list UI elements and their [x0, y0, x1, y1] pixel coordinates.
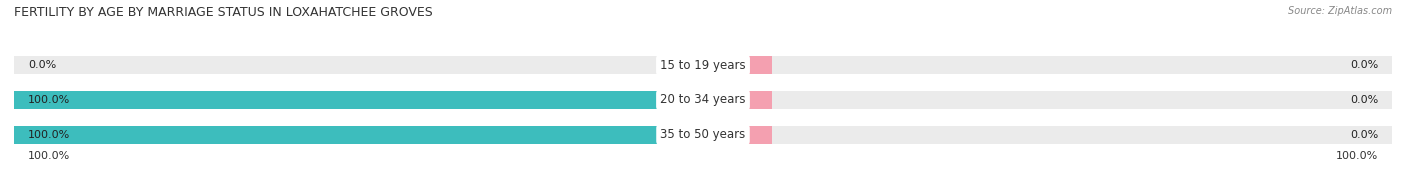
Text: 100.0%: 100.0% [28, 130, 70, 140]
Bar [669, 56, 703, 74]
Text: 0.0%: 0.0% [1350, 60, 1378, 70]
Text: 0.0%: 0.0% [1350, 130, 1378, 140]
Text: 35 to 50 years: 35 to 50 years [661, 128, 745, 141]
Bar [14, 91, 703, 109]
Bar [703, 56, 772, 74]
Bar [14, 126, 703, 144]
Text: 0.0%: 0.0% [28, 60, 56, 70]
Text: Source: ZipAtlas.com: Source: ZipAtlas.com [1288, 6, 1392, 16]
Bar [703, 126, 772, 144]
Text: 20 to 34 years: 20 to 34 years [661, 93, 745, 106]
Text: 100.0%: 100.0% [28, 151, 70, 161]
Bar [703, 91, 772, 109]
Text: 100.0%: 100.0% [1336, 151, 1378, 161]
Text: 0.0%: 0.0% [1350, 95, 1378, 105]
Bar [14, 56, 1392, 74]
Bar [14, 126, 1392, 144]
Text: 100.0%: 100.0% [28, 95, 70, 105]
Text: 15 to 19 years: 15 to 19 years [661, 59, 745, 72]
Text: FERTILITY BY AGE BY MARRIAGE STATUS IN LOXAHATCHEE GROVES: FERTILITY BY AGE BY MARRIAGE STATUS IN L… [14, 6, 433, 19]
Bar [14, 91, 1392, 109]
